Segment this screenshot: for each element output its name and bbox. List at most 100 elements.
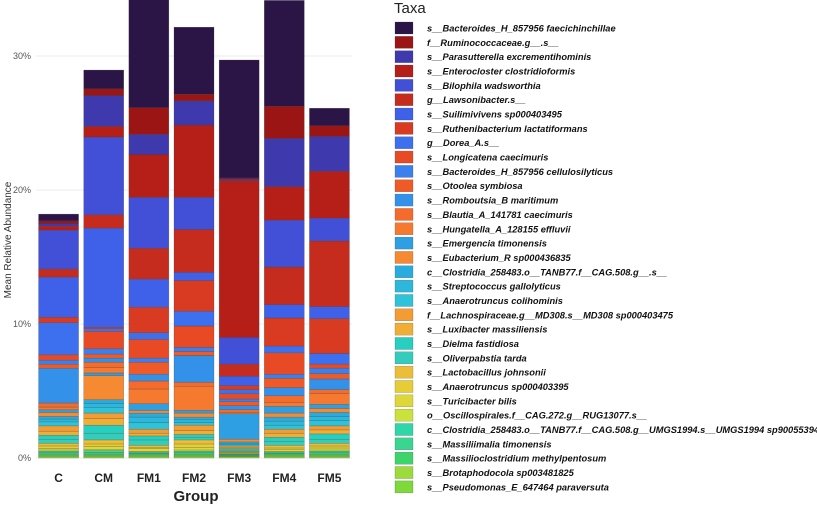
bar-segment (309, 438, 350, 444)
bar-segment (218, 389, 260, 394)
bar-segment (128, 357, 170, 363)
bar-segment (128, 416, 170, 423)
bar-segment (38, 438, 79, 444)
bar-segment (128, 248, 170, 280)
legend-item: s__Lactobacillus johnsonii (394, 365, 546, 379)
legend-label: f__Ruminococcaceae.g__.s__ (427, 38, 559, 48)
legend-item: s__Dielma fastidiosa (394, 337, 519, 350)
bar-segment (173, 412, 215, 418)
bar-segment (83, 407, 124, 414)
x-tick-label: FM3 (227, 471, 251, 485)
x-tick-label: FM1 (137, 471, 161, 485)
bar-segment (83, 367, 124, 374)
bar-segment (83, 412, 124, 419)
bar-segment (173, 347, 215, 352)
bar-segment (38, 317, 79, 323)
bar-segment (218, 385, 260, 390)
bar-segment (83, 331, 124, 350)
bar-segment (173, 100, 215, 126)
bar-segment (309, 240, 350, 307)
bar-segment (38, 421, 79, 427)
bar-segment (83, 328, 124, 332)
y-axis-ticks: 0% 10% 20% 30% (13, 51, 31, 463)
legend-swatch (394, 380, 414, 393)
legend-label: s__Hungatella_A_128155 effluvii (427, 224, 571, 234)
legend-swatch (394, 452, 414, 465)
bar-segment (173, 229, 215, 273)
legend-swatch (394, 308, 414, 321)
bar-segment (309, 425, 350, 431)
legend-label: s__Longicatena caecimuris (427, 153, 548, 163)
bar-segment (264, 436, 305, 442)
legend-label: f__Lachnospiraceae.g__MD308.s__MD308 sp0… (427, 310, 674, 320)
legend-item: s__Parasutterella excrementihominis (394, 50, 591, 63)
bar-segment (264, 352, 305, 375)
legend-label: s__Luxibacter massiliensis (427, 325, 547, 335)
bar-segment (128, 439, 170, 446)
bar-segment (38, 409, 79, 413)
bar-segment (38, 225, 79, 231)
legend-swatch (394, 480, 414, 494)
bar-segment (309, 306, 350, 319)
bar-segment (83, 136, 124, 216)
bar-segment (83, 88, 124, 96)
bar-segment (83, 372, 124, 376)
bar-segment (264, 445, 305, 449)
bar-segment (38, 430, 79, 436)
bar-segment (38, 359, 79, 365)
bar-segment (173, 272, 215, 281)
legend-label: s__Ruthenibacterium lactatiformans (427, 124, 588, 134)
bar-segment (264, 138, 305, 187)
bar-segment (38, 412, 79, 417)
bar-segment (309, 353, 350, 365)
bar-segment (173, 419, 215, 423)
bar-segment (264, 304, 305, 319)
bar-segment (264, 374, 305, 379)
bar-segment (173, 436, 215, 441)
bar-segment (128, 374, 170, 382)
legend-swatch (394, 136, 414, 149)
bar-segment (173, 311, 215, 327)
y-tick-label: 0% (18, 453, 31, 463)
bar-segment (264, 387, 305, 396)
bar-segment (83, 418, 124, 426)
bar-segment (173, 430, 215, 435)
legend-item: f__Ruminococcaceae.g__.s__ (394, 36, 559, 49)
bar-segment (264, 0, 305, 107)
bar-stack-fm4 (264, 0, 305, 459)
bar-segment (38, 445, 79, 449)
legend-item: s__Brotaphodocola sp003481825 (394, 466, 575, 479)
legend-swatch (394, 64, 414, 78)
bar-segment (83, 424, 124, 434)
legend-item: o__Oscillospirales.f__CAG.272.g__RUG1307… (394, 408, 647, 422)
bar-segment (128, 432, 170, 437)
bar-segment (264, 395, 305, 403)
legend-swatch (394, 408, 414, 422)
bar-segment (218, 180, 260, 338)
legend-swatch (394, 365, 414, 379)
legend-item: s__Emergencia timonensis (394, 236, 547, 250)
legend-label: s__Blautia_A_141781 caecimuris (427, 210, 573, 220)
bar-segment (38, 322, 79, 356)
bar-segment (128, 388, 170, 404)
legend-label: c__Clostridia_258483.o__TANB77.f__CAG.50… (427, 425, 817, 435)
bar-segment (264, 345, 305, 354)
bars (38, 0, 350, 459)
bar-segment (173, 355, 215, 383)
legend-item: s__Streptococcus gallolyticus (394, 279, 561, 293)
legend-label: s__Parasutterella excrementihominis (427, 52, 591, 62)
legend-label: s__Bacteroides_H_857956 cellulosilyticus (427, 167, 613, 177)
bar-segment (128, 403, 170, 411)
bar-segment (38, 402, 79, 408)
bar-segment (38, 276, 79, 318)
legend-swatch (394, 437, 414, 451)
bar-segment (264, 447, 305, 450)
bar-stack-fm2 (173, 26, 215, 459)
bar-segment (309, 393, 350, 405)
bar-segment (38, 434, 79, 440)
bar-segment (264, 449, 305, 452)
legend-label: s__Enterocloster clostridioformis (427, 67, 575, 77)
bar-segment (309, 378, 350, 390)
bar-segment (83, 69, 124, 90)
bar-segment (38, 268, 79, 278)
